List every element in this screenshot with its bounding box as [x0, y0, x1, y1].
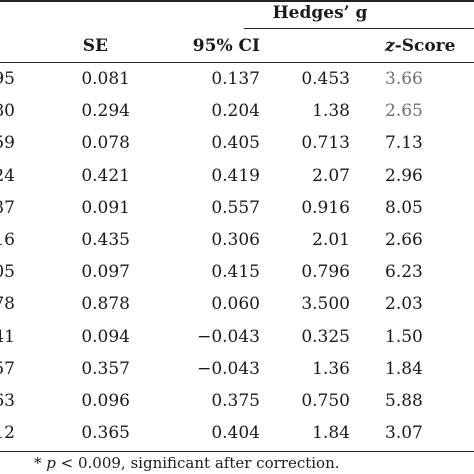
footnote-text: < 0.009, significant after correction.	[55, 454, 340, 472]
row-se-cell: 0.294	[81, 101, 130, 121]
row-g-cell: .24	[0, 166, 15, 186]
row-g-cell: 295	[0, 69, 15, 89]
row-g-cell: 780	[0, 101, 15, 121]
row-ci-high-cell: 1.36	[312, 359, 350, 379]
row-z-score-cell: 2.03	[385, 294, 423, 314]
row-z-score-cell: 1.84	[385, 359, 423, 379]
row-ci-high-cell: 0.325	[301, 327, 350, 347]
row-ci-high-cell: 1.84	[312, 423, 350, 443]
row-ci-high-cell: 0.453	[301, 69, 350, 89]
row-ci-low-cell: −0.043	[197, 327, 260, 347]
row-se-cell: 0.435	[81, 230, 130, 250]
column-header-ci: 95% CI	[192, 36, 260, 56]
row-ci-low-cell: 0.419	[211, 166, 260, 186]
row-g-cell: 559	[0, 133, 15, 153]
z-score-suffix: -Score	[394, 36, 456, 56]
table-top-rule	[0, 0, 474, 2]
row-g-cell: 141	[0, 327, 15, 347]
row-se-cell: 0.078	[81, 133, 130, 153]
row-z-score-cell: 7.13	[385, 133, 423, 153]
table-bottom-rule	[0, 451, 474, 452]
row-ci-high-cell: 1.38	[312, 101, 350, 121]
group-header-hedges-g: Hedges’ g	[272, 3, 368, 23]
footnote-p-symbol: p	[46, 454, 56, 472]
row-ci-low-cell: 0.060	[211, 294, 260, 314]
row-ci-low-cell: 0.557	[211, 198, 260, 218]
header-rule	[0, 62, 474, 63]
row-ci-high-cell: 0.713	[301, 133, 350, 153]
row-ci-high-cell: 2.07	[312, 166, 350, 186]
row-se-cell: 0.097	[81, 262, 130, 282]
row-ci-low-cell: 0.405	[211, 133, 260, 153]
row-ci-low-cell: 0.404	[211, 423, 260, 443]
row-ci-high-cell: 0.796	[301, 262, 350, 282]
row-ci-high-cell: 3.500	[301, 294, 350, 314]
row-g-cell: 737	[0, 198, 15, 218]
row-z-score-cell: 5.88	[385, 391, 423, 411]
row-ci-low-cell: −0.043	[197, 359, 260, 379]
row-g-cell: .78	[0, 294, 15, 314]
row-ci-low-cell: 0.415	[211, 262, 260, 282]
row-se-cell: 0.421	[81, 166, 130, 186]
row-z-score-cell: 8.05	[385, 198, 423, 218]
row-se-cell: 0.878	[81, 294, 130, 314]
row-g-cell: 563	[0, 391, 15, 411]
row-z-score-cell: 2.66	[385, 230, 423, 250]
row-se-cell: 0.091	[81, 198, 130, 218]
row-z-score-cell: 1.50	[385, 327, 423, 347]
footnote: * p < 0.009, significant after correctio…	[34, 454, 340, 472]
row-z-score-cell: 6.23	[385, 262, 423, 282]
z-symbol: z	[385, 36, 395, 56]
row-ci-low-cell: 0.375	[211, 391, 260, 411]
row-g-cell: .12	[0, 423, 15, 443]
row-z-score-cell: 3.07	[385, 423, 423, 443]
row-ci-low-cell: 0.137	[211, 69, 260, 89]
column-header-z-score: z-Score	[385, 36, 465, 56]
row-se-cell: 0.094	[81, 327, 130, 347]
row-z-score-cell: 2.96	[385, 166, 423, 186]
row-z-score-cell: 3.66	[385, 69, 423, 89]
row-se-cell: 0.081	[81, 69, 130, 89]
row-ci-high-cell: 0.750	[301, 391, 350, 411]
row-g-cell: 657	[0, 359, 15, 379]
row-se-cell: 0.096	[81, 391, 130, 411]
row-ci-low-cell: 0.204	[211, 101, 260, 121]
row-g-cell: .16	[0, 230, 15, 250]
row-ci-low-cell: 0.306	[211, 230, 260, 250]
column-header-se: SE	[82, 36, 108, 56]
row-ci-high-cell: 0.916	[301, 198, 350, 218]
row-se-cell: 0.365	[81, 423, 130, 443]
row-g-cell: 605	[0, 262, 15, 282]
row-z-score-cell: 2.65	[385, 101, 423, 121]
row-se-cell: 0.357	[81, 359, 130, 379]
group-header-rule	[244, 28, 474, 29]
footnote-mark: *	[34, 454, 42, 472]
row-ci-high-cell: 2.01	[312, 230, 350, 250]
